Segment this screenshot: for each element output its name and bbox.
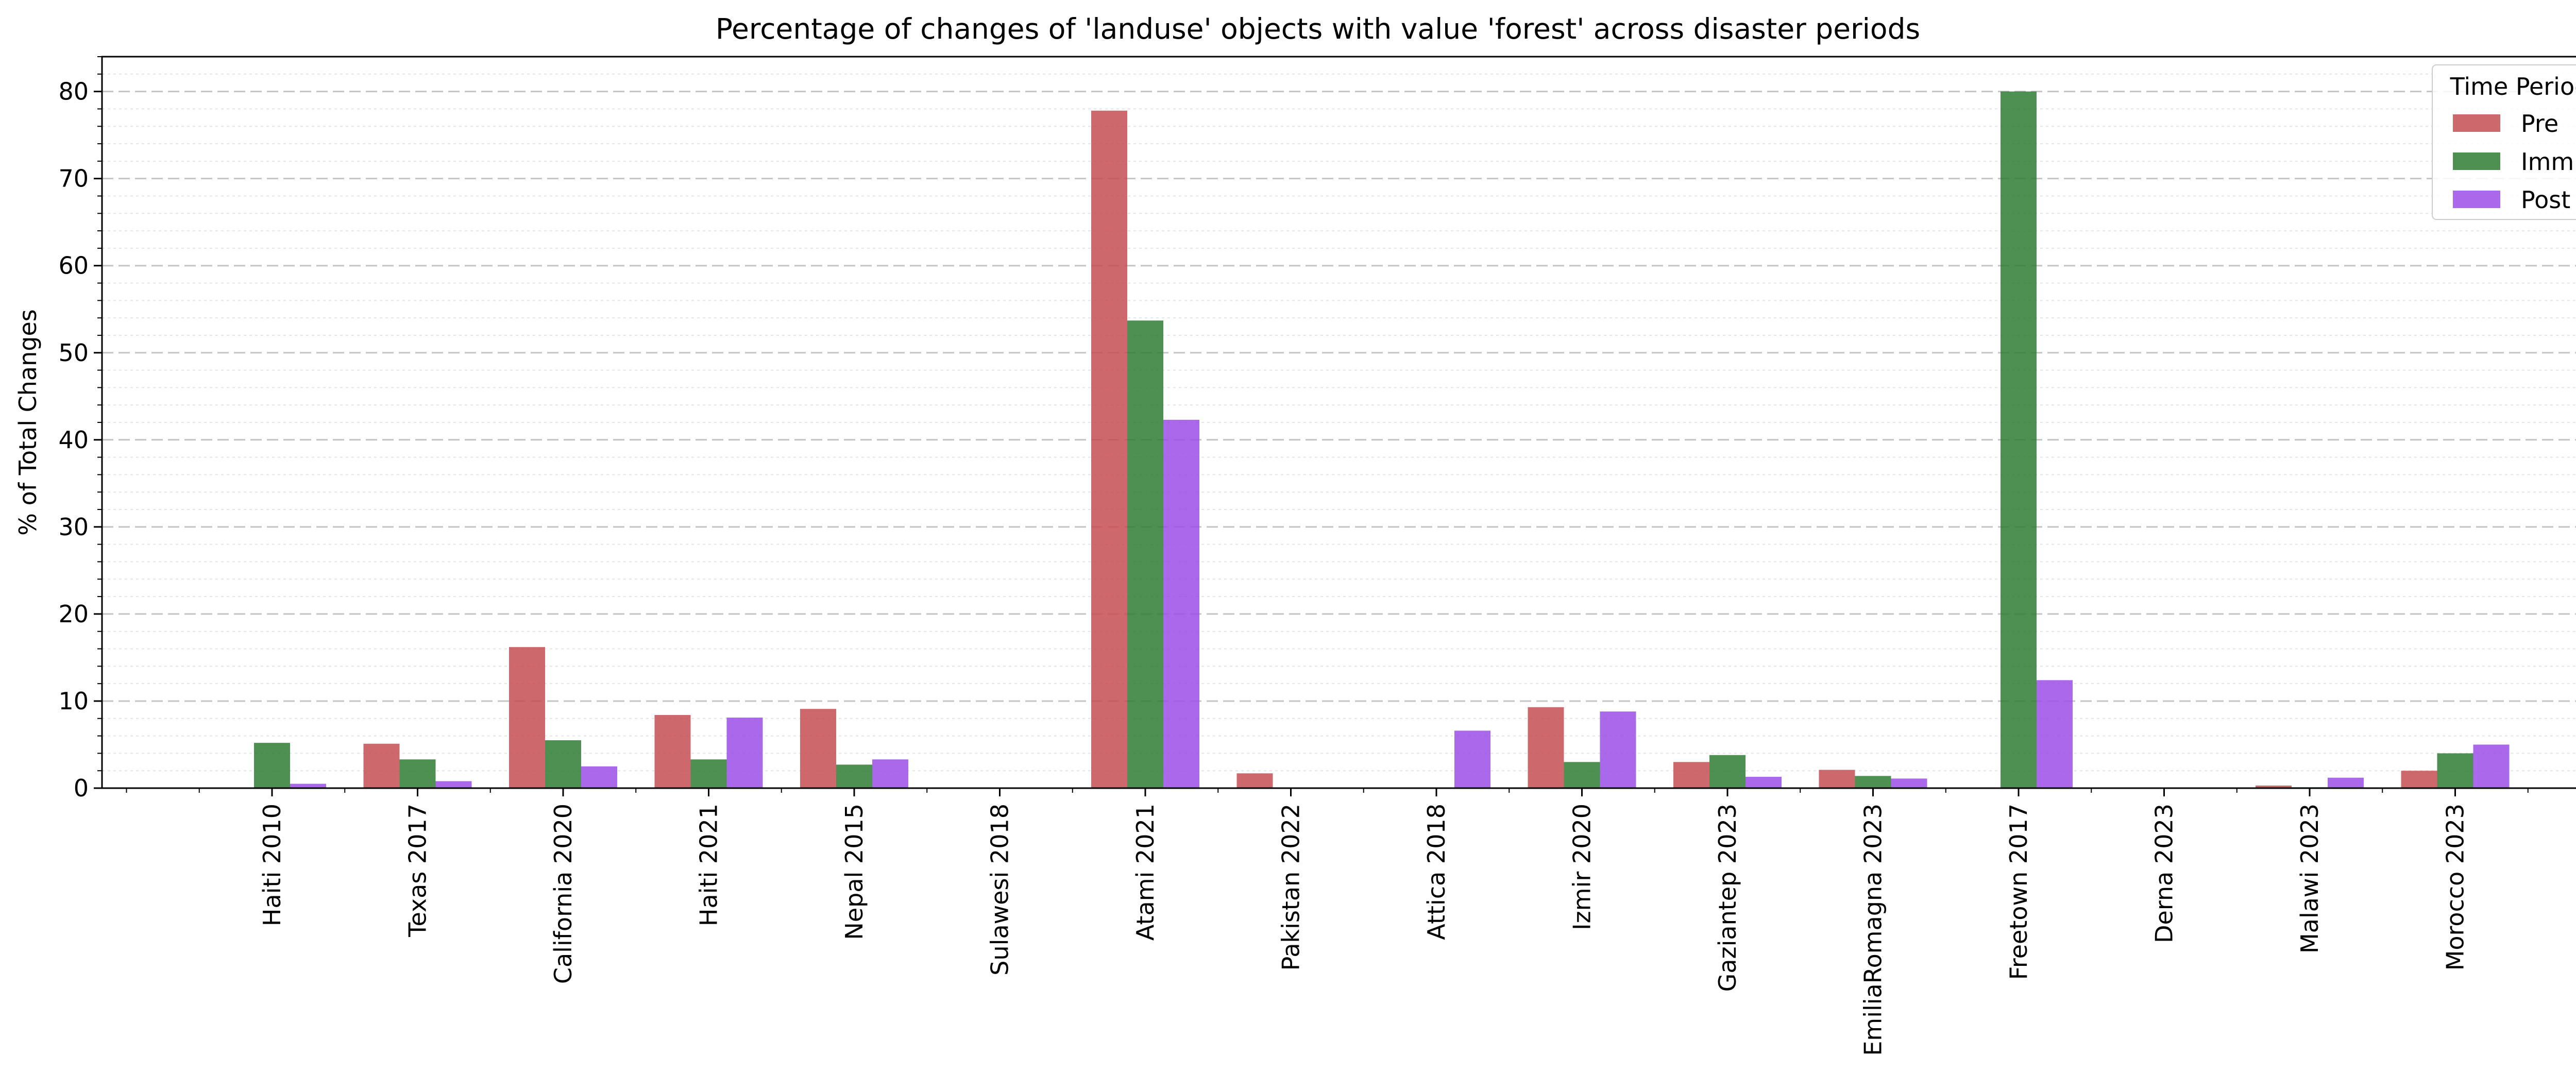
x-tick-label: Pakistan 2022 <box>1277 804 1305 970</box>
bar-pre <box>2401 771 2437 788</box>
bar-pre <box>2256 785 2292 788</box>
bar-imm <box>1855 776 1891 788</box>
x-tick-label: Freetown 2017 <box>2005 804 2032 980</box>
bar-post <box>726 718 763 788</box>
bar-imm <box>2001 91 2037 789</box>
axis-ticks: 0 10 20 30 40 50 60 70 80 Haiti 2010 Texas 2017 Cal… <box>58 56 2529 1056</box>
bar-pre <box>654 715 691 788</box>
bar-pre <box>1819 770 1855 788</box>
x-tick-label: Malawi 2023 <box>2296 804 2324 953</box>
legend-label-pre: Pre <box>2521 110 2558 138</box>
legend: Time Period Pre Imm Post <box>2432 64 2576 220</box>
bar-pre <box>509 647 545 788</box>
bar-pre <box>1528 707 1564 788</box>
bar-pre <box>800 709 836 788</box>
bar-post <box>1600 711 1636 788</box>
bar-imm <box>1709 755 1745 788</box>
bar-post <box>872 759 908 788</box>
bar-imm <box>2437 753 2473 788</box>
bar-pre <box>1091 110 1127 788</box>
y-tick-label: 60 <box>58 252 89 280</box>
x-tick-label: Gaziantep 2023 <box>1714 804 1741 992</box>
legend-swatch-imm <box>2453 152 2500 170</box>
bar-imm <box>1564 762 1600 788</box>
x-tick-label: Izmir 2020 <box>1568 804 1596 930</box>
bars <box>254 91 2510 789</box>
bar-imm <box>836 764 872 788</box>
y-tick-label: 0 <box>74 774 89 802</box>
x-tick-label: Attica 2018 <box>1422 804 1450 940</box>
bar-post <box>2037 680 2073 788</box>
gridlines <box>102 56 2576 789</box>
y-tick-label: 50 <box>58 339 89 367</box>
bar-post <box>581 766 617 788</box>
x-tick-label: Haiti 2010 <box>258 804 286 926</box>
x-tick-label: California 2020 <box>549 804 577 984</box>
x-tick-label: Haiti 2021 <box>695 804 723 926</box>
legend-swatch-pre <box>2453 114 2500 132</box>
y-tick-label: 80 <box>58 78 89 106</box>
bar-post <box>435 781 472 788</box>
x-tick-label: Atami 2021 <box>1131 804 1159 941</box>
bar-imm <box>254 743 290 788</box>
legend-swatch-post <box>2453 191 2500 208</box>
bar-imm <box>399 759 436 788</box>
x-tick-label: Texas 2017 <box>404 804 432 938</box>
legend-label-imm: Imm <box>2521 148 2574 176</box>
x-tick-label: Derna 2023 <box>2150 804 2178 943</box>
bar-post <box>290 784 326 788</box>
legend-box <box>2432 64 2576 220</box>
chart-title: Percentage of changes of 'landuse' objec… <box>716 12 1920 45</box>
x-tick-label: EmiliaRomagna 2023 <box>1859 804 1887 1056</box>
legend-title: Time Period <box>2450 73 2576 100</box>
y-tick-label: 30 <box>58 513 89 541</box>
x-tick-label: Sulawesi 2018 <box>986 804 1014 976</box>
y-tick-label: 70 <box>58 165 89 193</box>
bar-post <box>1745 777 1782 788</box>
bar-imm <box>1127 320 1163 788</box>
bar-post <box>1454 730 1490 788</box>
y-tick-label: 40 <box>58 426 89 454</box>
bar-post <box>1891 778 1927 788</box>
bar-post <box>1163 419 1199 788</box>
bar-pre <box>1236 773 1273 788</box>
y-tick-label: 20 <box>58 600 89 628</box>
bar-imm <box>690 759 727 788</box>
bar-post <box>2473 744 2510 788</box>
bar-post <box>2328 777 2364 788</box>
bar-pre <box>363 743 400 788</box>
x-tick-label: Nepal 2015 <box>840 804 868 940</box>
y-axis-label: % of Total Changes <box>14 309 42 535</box>
x-tick-label: Morocco 2023 <box>2442 804 2469 970</box>
bar-pre <box>1673 762 1709 788</box>
y-tick-label: 10 <box>58 687 89 715</box>
legend-label-post: Post <box>2521 186 2570 214</box>
bar-imm <box>545 740 581 788</box>
